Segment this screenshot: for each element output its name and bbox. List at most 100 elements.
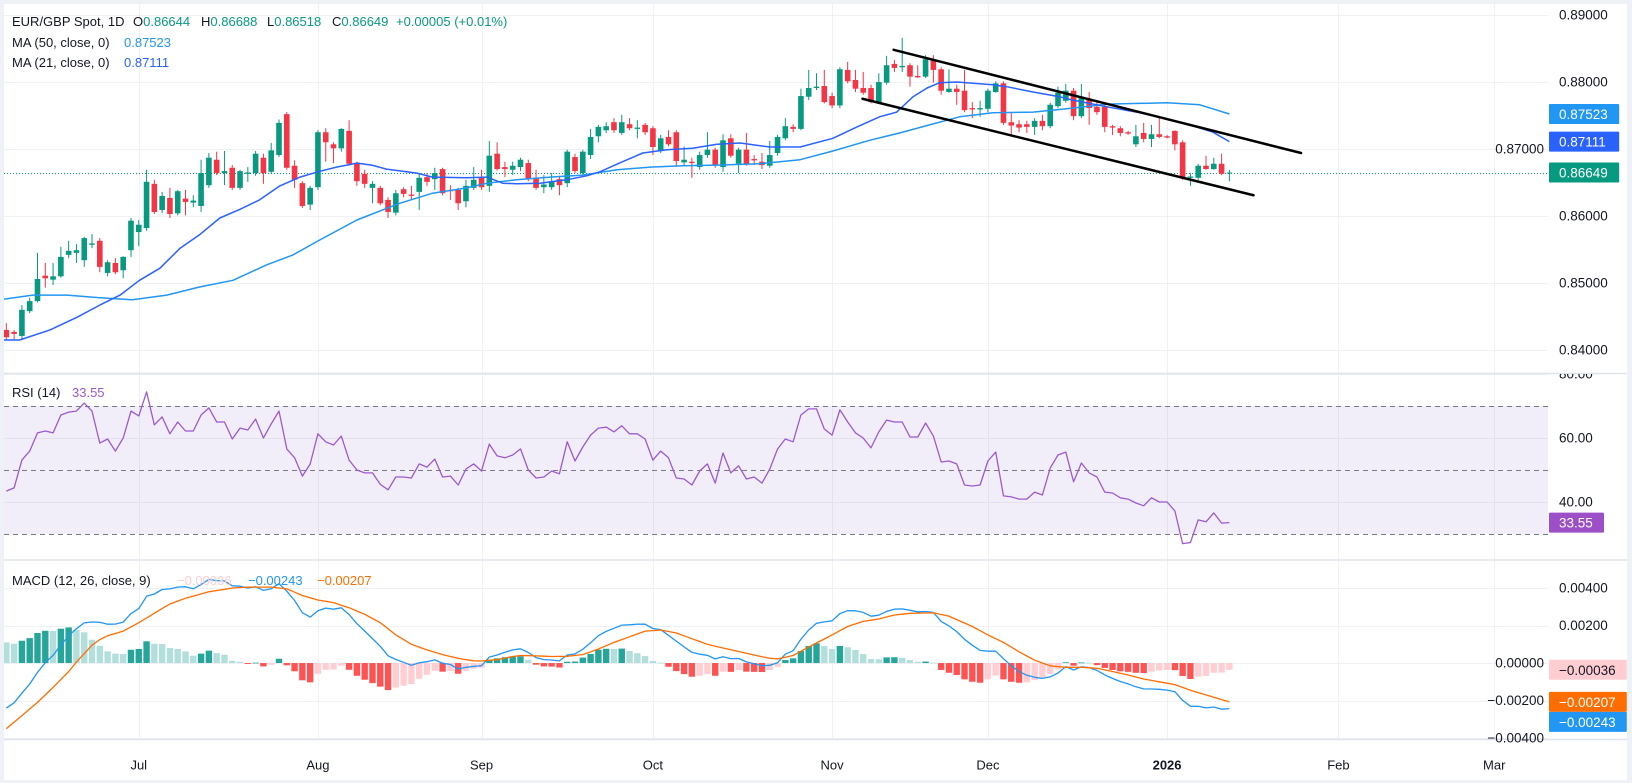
candle-body — [1000, 83, 1007, 123]
candle — [1148, 124, 1155, 147]
price-axis-tick-label: 0.87000 — [1495, 142, 1544, 157]
candle — [533, 169, 539, 190]
macd-histogram-bar — [587, 654, 594, 664]
legend-low-key: L — [267, 14, 275, 29]
macd-histogram-bar — [828, 648, 836, 664]
time-axis-label: Dec — [976, 758, 1000, 773]
candle-body — [837, 69, 843, 106]
rsi-pane[interactable] — [6, 391, 1230, 545]
candle — [829, 92, 835, 109]
legend-high-key: H — [201, 14, 211, 29]
macd-histogram-bar — [400, 663, 407, 686]
candle-body — [1218, 163, 1225, 174]
candle — [65, 240, 72, 259]
candle — [665, 130, 672, 147]
time-axis[interactable]: Jul Aug Sep Oct Nov Dec 2026 Feb Mar — [130, 758, 1506, 773]
channel-lower-trendline[interactable] — [861, 97, 1255, 197]
candle-body — [876, 81, 882, 103]
macd-histogram-bar — [1062, 662, 1069, 664]
candle-body — [611, 122, 617, 131]
candle-body — [642, 124, 648, 133]
candle — [221, 151, 228, 186]
last-price-badge-text: 0.86649 — [1559, 166, 1608, 181]
macd-histogram-bar — [782, 660, 789, 664]
candle — [580, 149, 586, 176]
ma50-legend-label[interactable]: MA (50, close, 0) — [12, 35, 110, 50]
candle — [1140, 122, 1147, 143]
macd-histogram-bar — [283, 663, 290, 666]
macd-histogram-bar — [766, 663, 773, 670]
macd-price-axis[interactable]: 0.00400 0.00200 — [1559, 581, 1608, 634]
candle — [268, 142, 275, 174]
macd-histogram-bar — [704, 663, 711, 675]
candle-body — [299, 183, 306, 206]
candle-body — [930, 59, 937, 70]
candle — [634, 120, 641, 139]
macd-histogram-bar — [688, 663, 696, 677]
time-axis-label: Oct — [643, 758, 664, 773]
candle-body — [1016, 124, 1022, 128]
macd-histogram-bar — [314, 663, 322, 674]
candle — [907, 63, 913, 87]
macd-pane[interactable] — [3, 578, 1233, 730]
price-price-axis[interactable]: 0.89000 0.88000 0.86000 0.85000 0.84000 — [1559, 7, 1608, 357]
macd-histogram-bar — [517, 656, 524, 664]
candle — [650, 126, 656, 156]
candle-body — [525, 163, 532, 180]
candle — [1031, 118, 1038, 135]
macd-histogram-bar — [1163, 663, 1171, 670]
channel-upper-trendline[interactable] — [892, 48, 1303, 155]
ma21-axis-value-label: 0.87111 — [1549, 131, 1620, 152]
candle-body — [463, 185, 469, 202]
rsi-legend-label[interactable]: RSI (14) — [12, 385, 61, 400]
candle-body — [73, 250, 80, 253]
candle-body — [766, 155, 773, 166]
macd-histogram-bar — [252, 662, 259, 664]
candle-body — [665, 136, 672, 145]
candle-body — [34, 278, 41, 302]
ma50-legend: MA (50, close, 0) 0.87523 — [0, 34, 200, 52]
macd-histogram-bar — [844, 647, 851, 664]
candle — [572, 153, 578, 174]
macd-histogram-bar — [1047, 663, 1054, 675]
rsi-axis-value-label: 33.55 — [1549, 512, 1604, 533]
candle-body — [883, 65, 890, 83]
macd-histogram-bar — [727, 663, 735, 672]
candle-body — [252, 153, 259, 174]
candle — [128, 218, 134, 257]
macd-histogram-bar — [1015, 663, 1023, 683]
rsi-badge-bg — [1549, 512, 1604, 533]
macd-histogram-bar — [891, 657, 898, 664]
candle — [618, 114, 625, 135]
candle — [283, 112, 290, 170]
legend-close: C0.86649 — [332, 13, 388, 31]
candle-body — [408, 194, 415, 196]
candle-body — [291, 165, 298, 180]
macd-histogram-bar — [190, 655, 197, 664]
candle — [790, 124, 796, 133]
ma21-legend-label[interactable]: MA (21, close, 0) — [12, 55, 110, 70]
candle — [1211, 157, 1217, 170]
price-pane[interactable] — [4, 37, 1548, 341]
macd-line — [5, 578, 1230, 710]
macd-histogram-bar — [174, 648, 181, 664]
candle — [291, 160, 298, 188]
macd-legend-label[interactable]: MACD (12, 26, close, 9) — [12, 573, 151, 588]
symbol-title[interactable]: EUR/GBP Spot, 1D — [12, 14, 125, 29]
macd-histogram-bar — [556, 663, 563, 668]
rsi-price-axis[interactable]: 80.00 60.00 40.00 — [1559, 367, 1593, 510]
candle-body — [821, 86, 828, 103]
candle-body — [1117, 128, 1124, 133]
candle-body — [151, 183, 158, 212]
candle — [766, 140, 773, 168]
macd-histogram-bar — [135, 648, 142, 664]
macd-axis-value-label: −0.00243 — [1549, 711, 1627, 732]
candle — [330, 142, 337, 164]
signal-badge-text: −0.00207 — [1559, 695, 1616, 710]
candle — [190, 195, 197, 208]
candle-body — [1055, 92, 1061, 107]
signal-badge-bg — [1549, 691, 1627, 712]
macd-histogram-bar — [525, 659, 532, 664]
candle — [97, 238, 103, 273]
